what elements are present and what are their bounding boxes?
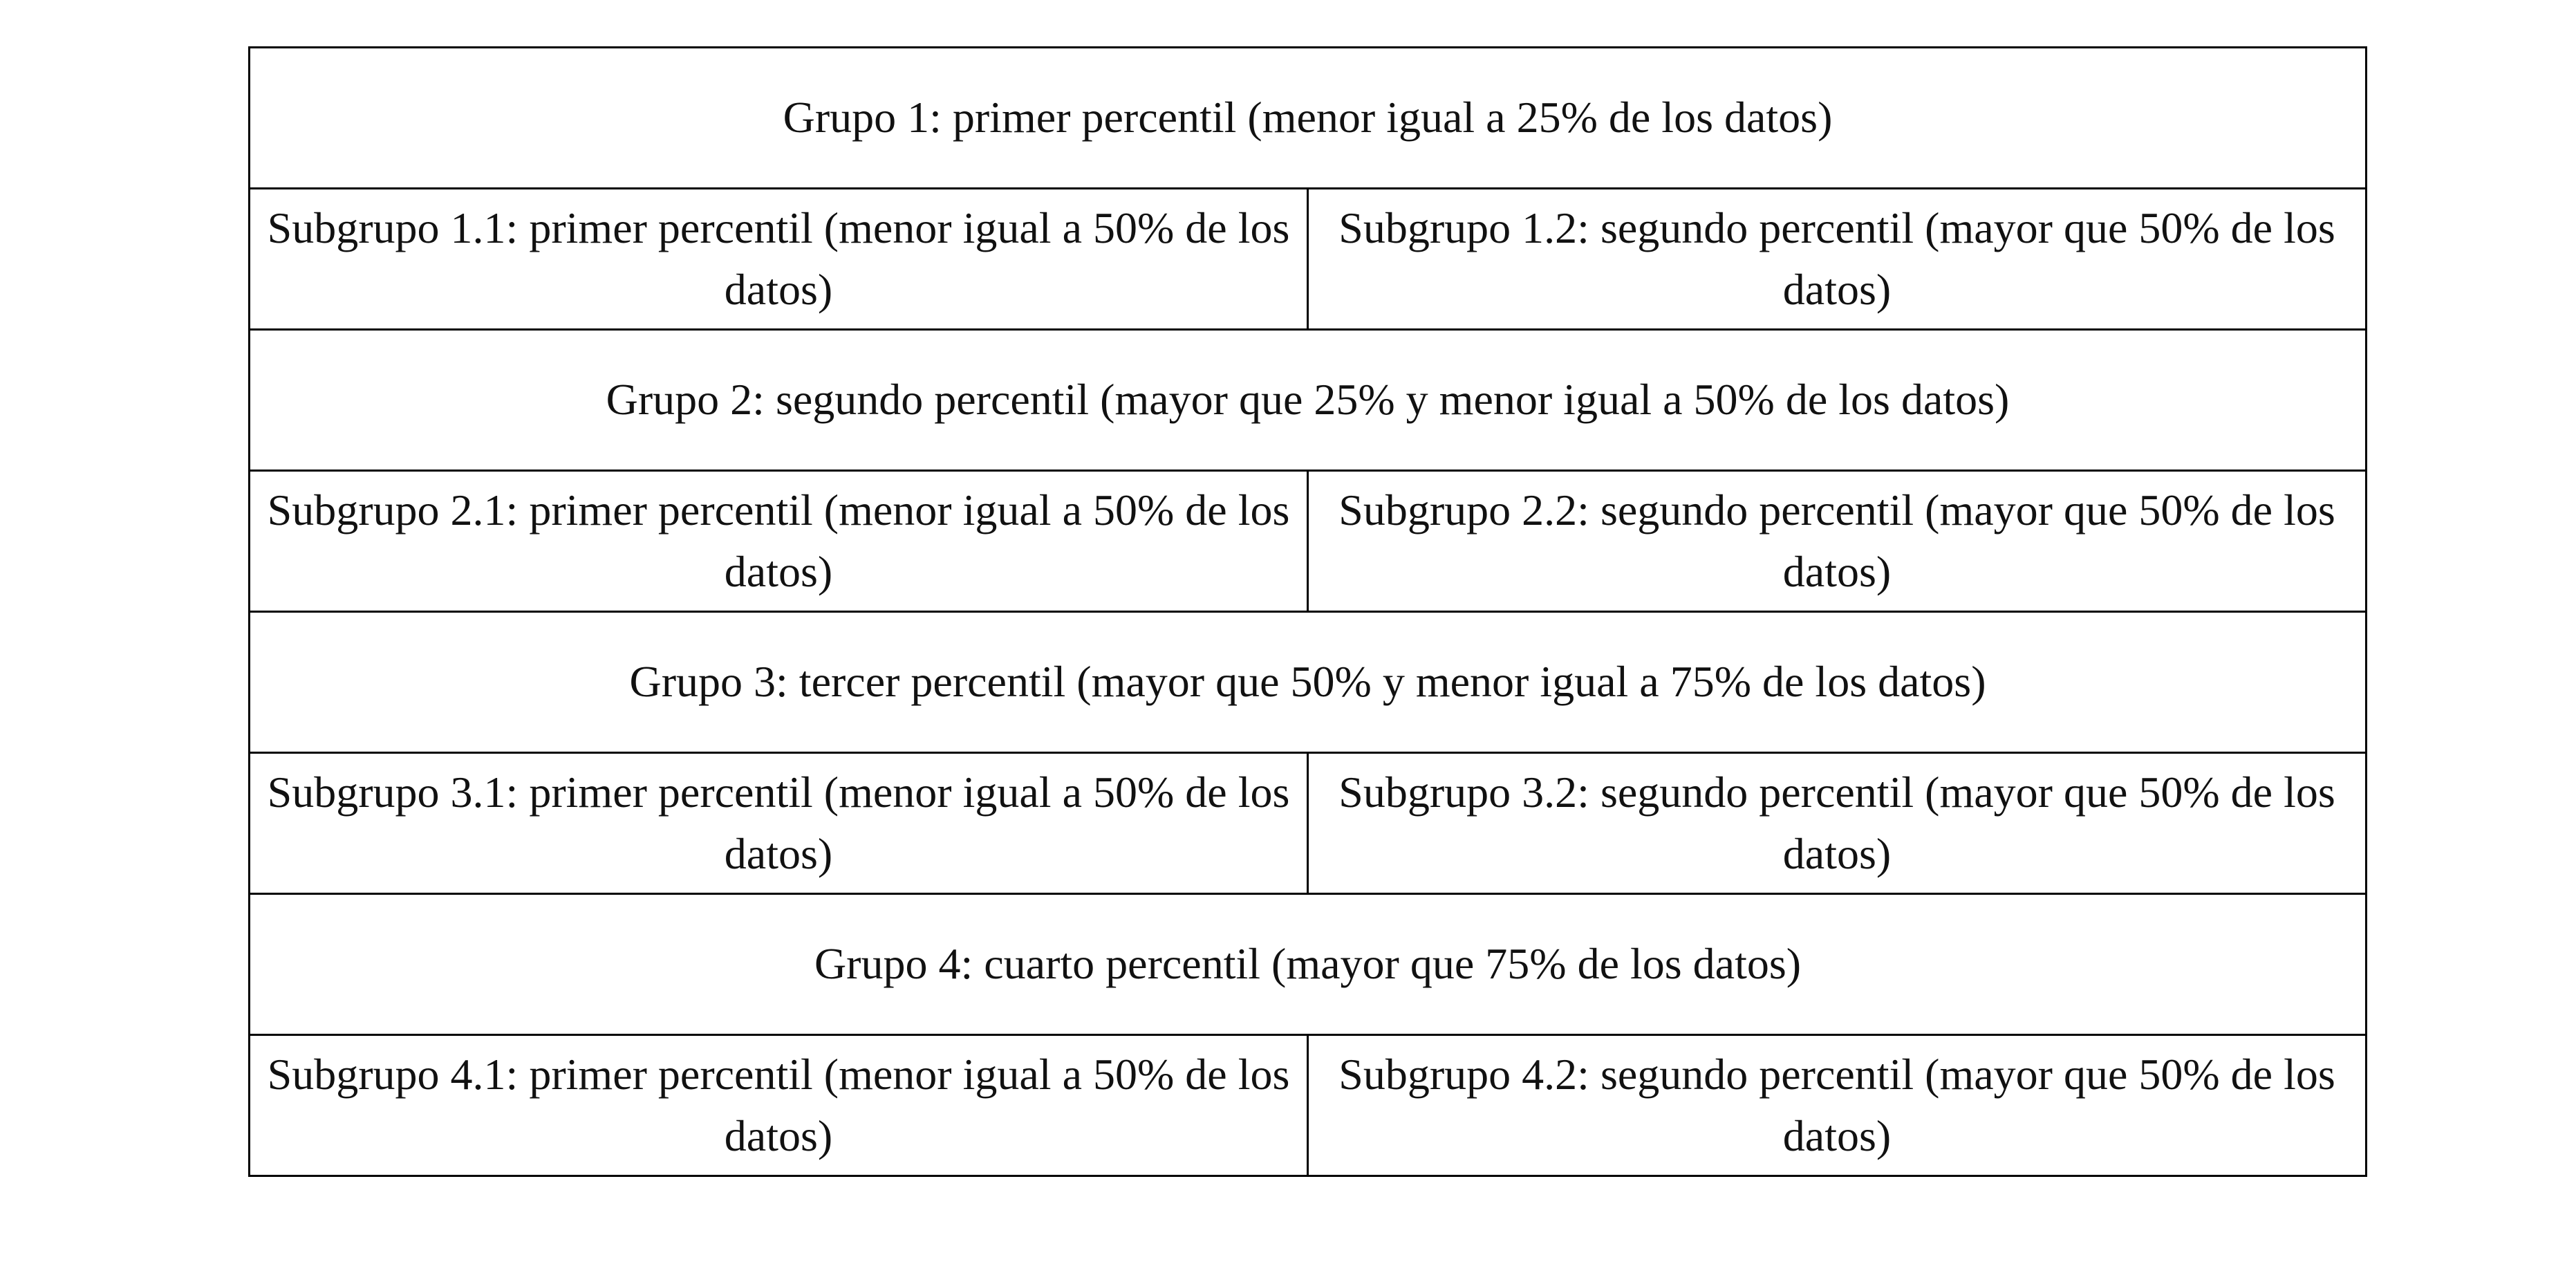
subgroup-cell: Subgrupo 3.1: primer percentil (menor ig… [248,752,1309,895]
subgroup-cell: Subgrupo 4.2: segundo percentil (mayor q… [1307,1034,2367,1177]
subgroup-row: Subgrupo 1.1: primer percentil (menor ig… [248,187,2367,331]
group-cell: Grupo 4: cuarto percentil (mayor que 75%… [248,893,2367,1036]
group-row: Grupo 4: cuarto percentil (mayor que 75%… [248,893,2367,1036]
group-cell: Grupo 3: tercer percentil (mayor que 50%… [248,611,2367,754]
subgroup-cell: Subgrupo 1.2: segundo percentil (mayor q… [1307,187,2367,331]
table-body: Grupo 1: primer percentil (menor igual a… [248,46,2367,1177]
subgroup-cell: Subgrupo 1.1: primer percentil (menor ig… [248,187,1309,331]
subgroup-row: Subgrupo 4.1: primer percentil (menor ig… [248,1034,2367,1177]
group-cell: Grupo 2: segundo percentil (mayor que 25… [248,328,2367,472]
group-row: Grupo 1: primer percentil (menor igual a… [248,46,2367,189]
subgroup-cell: Subgrupo 3.2: segundo percentil (mayor q… [1307,752,2367,895]
group-row: Grupo 2: segundo percentil (mayor que 25… [248,328,2367,472]
subgroup-cell: Subgrupo 2.1: primer percentil (menor ig… [248,470,1309,613]
percentile-table: Grupo 1: primer percentil (menor igual a… [248,46,2367,1177]
group-cell: Grupo 1: primer percentil (menor igual a… [248,46,2367,189]
subgroup-row: Subgrupo 3.1: primer percentil (menor ig… [248,752,2367,895]
subgroup-cell: Subgrupo 4.1: primer percentil (menor ig… [248,1034,1309,1177]
subgroup-row: Subgrupo 2.1: primer percentil (menor ig… [248,470,2367,613]
subgroup-cell: Subgrupo 2.2: segundo percentil (mayor q… [1307,470,2367,613]
group-row: Grupo 3: tercer percentil (mayor que 50%… [248,611,2367,754]
